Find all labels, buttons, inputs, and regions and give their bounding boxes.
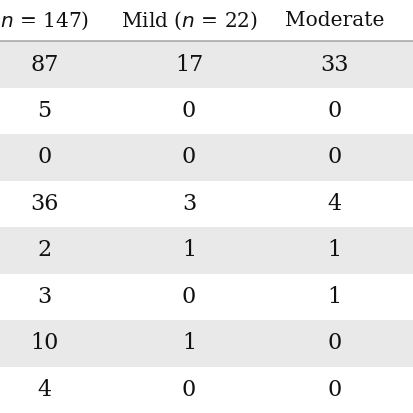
Bar — [0, 88, 413, 134]
Text: 17: 17 — [175, 54, 203, 76]
Text: 10: 10 — [30, 332, 59, 354]
Bar — [0, 227, 413, 273]
Text: 0: 0 — [328, 147, 342, 169]
Text: $n$ = 147): $n$ = 147) — [0, 9, 89, 32]
Bar — [0, 320, 413, 367]
Bar — [0, 41, 413, 88]
Text: 87: 87 — [30, 54, 59, 76]
Text: 2: 2 — [37, 240, 52, 261]
Bar — [0, 273, 413, 320]
Text: 1: 1 — [328, 240, 342, 261]
Text: 4: 4 — [37, 379, 52, 401]
Bar — [0, 0, 413, 41]
Bar — [0, 367, 413, 413]
Text: 0: 0 — [182, 147, 196, 169]
Bar — [0, 134, 413, 181]
Text: 4: 4 — [328, 193, 342, 215]
Bar — [0, 181, 413, 227]
Text: 1: 1 — [182, 332, 196, 354]
Text: Mild ($n$ = 22): Mild ($n$ = 22) — [121, 9, 257, 32]
Text: 0: 0 — [182, 100, 196, 122]
Text: 3: 3 — [182, 193, 196, 215]
Text: 1: 1 — [328, 286, 342, 308]
Text: 0: 0 — [328, 332, 342, 354]
Text: 0: 0 — [37, 147, 52, 169]
Text: Moderate: Moderate — [285, 11, 384, 30]
Text: 33: 33 — [320, 54, 349, 76]
Text: 5: 5 — [37, 100, 52, 122]
Text: 1: 1 — [182, 240, 196, 261]
Text: 0: 0 — [328, 100, 342, 122]
Text: 36: 36 — [30, 193, 59, 215]
Text: 3: 3 — [37, 286, 52, 308]
Text: 0: 0 — [182, 379, 196, 401]
Text: 0: 0 — [182, 286, 196, 308]
Text: 0: 0 — [328, 379, 342, 401]
